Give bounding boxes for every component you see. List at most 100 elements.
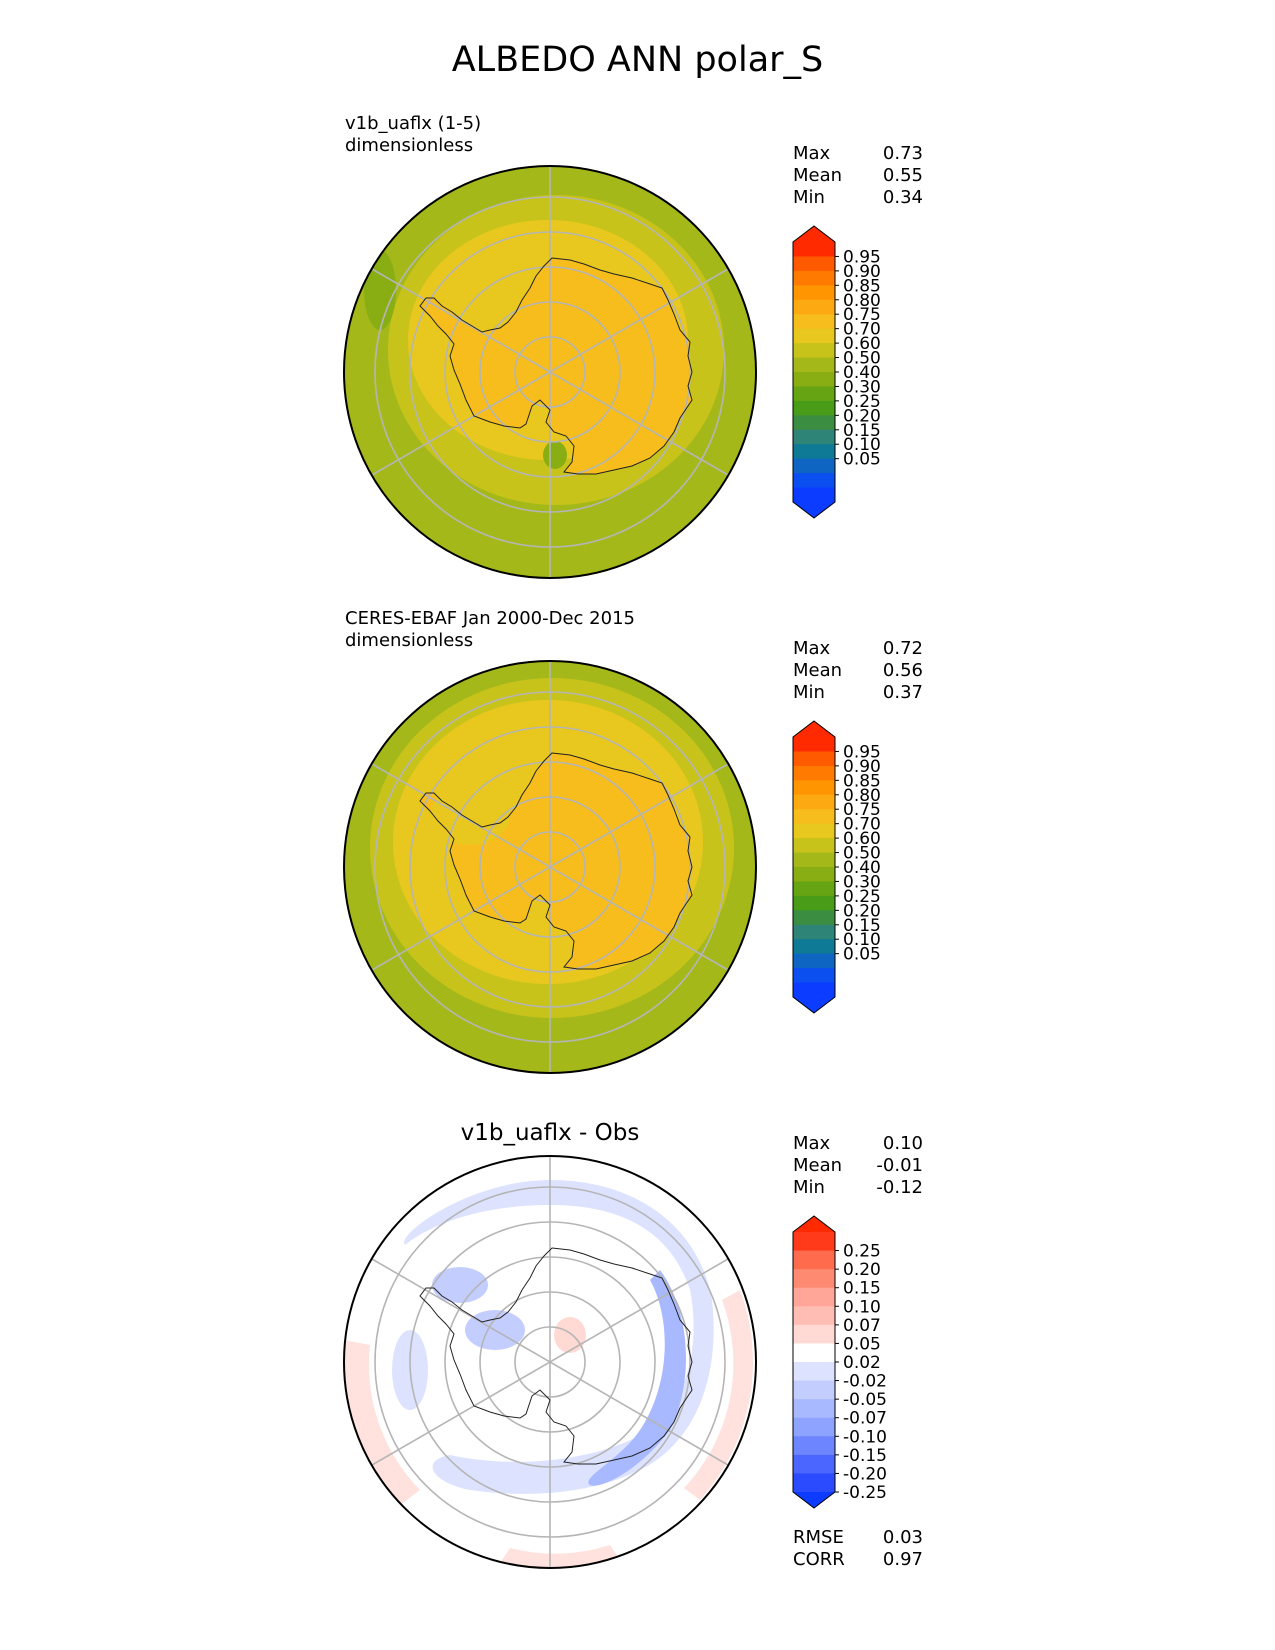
panel2-gridlines [371,661,729,1073]
colorbar-over-extension [793,1216,835,1232]
colorbar-segment [793,1362,835,1382]
map-neg-anomaly-ring [404,1180,714,1494]
colorbar-tick-label: 0.05 [843,945,881,965]
colorbar-tick-label: 0.25 [843,1242,881,1262]
stat-min: Min 0.37 [793,682,923,703]
colorbar-segment [793,1417,835,1437]
colorbar-segment [793,1436,835,1456]
colorbar-segment [793,314,835,330]
colorbar-tick-label: 0.70 [843,320,881,340]
colorbar-tick-label: 0.90 [843,757,881,777]
stat-mean: Mean 0.56 [793,660,923,681]
longitude-line [371,268,729,476]
colorbar-under-extension [793,1492,835,1508]
colorbar-segment [793,1269,835,1289]
colorbar-segment [793,1287,835,1307]
panel1-stats: Max 0.73 Mean 0.55 Min 0.34 [793,143,923,209]
map-pos-anomaly-rim [344,1340,420,1505]
panel1-label: v1b_uaflx (1-5) dimensionless [345,113,481,157]
colorbar-tick-label: -0.10 [843,1427,887,1447]
colorbar-segment [793,1232,835,1252]
colorbar-tick-label: 0.07 [843,1316,881,1336]
stat-min: Min 0.34 [793,187,923,208]
colorbar-tick-label: 0.50 [843,349,881,369]
colorbar-segment [793,328,835,344]
figure-title: ALBEDO ANN polar_S [451,40,824,80]
panel1-colorbar: 0.950.900.850.800.750.700.600.500.400.30… [792,225,881,519]
colorbar-tick-label: 0.25 [843,392,881,412]
colorbar-tick-label: 0.10 [843,930,881,950]
panel1-units: dimensionless [345,135,474,156]
colorbar-tick-label: 0.25 [843,887,881,907]
panel3-stats: Max 0.10 Mean -0.01 Min -0.12 [793,1133,923,1199]
colorbar-segment [793,372,835,387]
colorbar-tick-label: 0.85 [843,276,881,296]
colorbar-segment [793,343,835,359]
colorbar-segment [793,429,835,445]
colorbar-segment [793,881,835,897]
colorbar-segment [793,751,835,767]
colorbar-tick-label: -0.15 [843,1446,887,1466]
colorbar-segment [793,737,835,752]
colorbar-segment [793,939,835,955]
panel2-stats: Max 0.72 Mean 0.56 Min 0.37 [793,638,923,704]
colorbar-tick-label: 0.40 [843,363,881,383]
colorbar-under-extension [793,997,835,1013]
colorbar-segment [793,1306,835,1326]
colorbar-segment [793,765,835,781]
colorbar-segment [793,270,835,286]
colorbar-tick-label: 0.80 [843,786,881,806]
panel2-map-border [343,660,757,1074]
colorbar-segment [793,809,835,825]
colorbar-tick-label: 0.20 [843,901,881,921]
colorbar-segment [793,285,835,301]
longitude-line [371,1258,729,1466]
panel2-colorbar: 0.950.900.850.800.750.700.600.500.400.30… [792,720,881,1014]
colorbar-segment [793,487,835,503]
colorbar-over-extension [793,226,835,242]
colorbar-segment [793,458,835,474]
stat-corr: CORR 0.97 [793,1549,923,1570]
colorbar-segment [793,299,835,315]
stat-mean: Mean -0.01 [793,1155,923,1176]
colorbar-segment [793,386,835,402]
panel2-units: dimensionless [345,630,474,651]
panel1-map-border [343,165,757,579]
panel3-gridlines [371,1156,729,1568]
colorbar-segment [793,852,835,868]
panel1-gridlines [371,166,729,578]
colorbar-segment [793,838,835,854]
panel1-model-name: v1b_uaflx (1-5) [345,113,482,134]
panel2-label: CERES-EBAF Jan 2000-Dec 2015 dimensionle… [345,608,635,652]
colorbar-segment [793,1380,835,1400]
map-patch-green [543,441,567,469]
colorbar-segment [793,982,835,998]
colorbar-tick-label: 0.95 [843,247,881,267]
colorbar-tick-label: 0.02 [843,1353,881,1373]
colorbar-tick-label: 0.50 [843,844,881,864]
map-pos-anomaly-rim [684,1290,754,1500]
colorbar-tick-label: 0.30 [843,377,881,397]
colorbar-segment [793,444,835,460]
colorbar-segment [793,968,835,984]
colorbar-segment [793,1399,835,1419]
map-patch-green [364,250,396,330]
colorbar-segment [793,780,835,796]
colorbar-segment [793,415,835,431]
colorbar-tick-label: 0.85 [843,771,881,791]
colorbar-segment [793,924,835,940]
colorbar-segment [793,867,835,882]
colorbar-tick-label: -0.05 [843,1390,887,1410]
stat-max: Max 0.10 [793,1133,923,1154]
colorbar-tick-label: 0.75 [843,800,881,820]
colorbar-tick-label: 0.30 [843,872,881,892]
colorbar-tick-label: 0.05 [843,450,881,470]
stat-min: Min -0.12 [793,1177,923,1198]
colorbar-segment [793,823,835,839]
colorbar-tick-label: 0.75 [843,305,881,325]
panel3-colorbar: 0.250.200.150.100.070.050.02-0.02-0.05-0… [792,1215,887,1509]
colorbar-tick-label: -0.25 [843,1483,887,1503]
colorbar-tick-label: 0.15 [843,1279,881,1299]
colorbar-segment [793,473,835,489]
panel3-map-border [343,1155,757,1569]
